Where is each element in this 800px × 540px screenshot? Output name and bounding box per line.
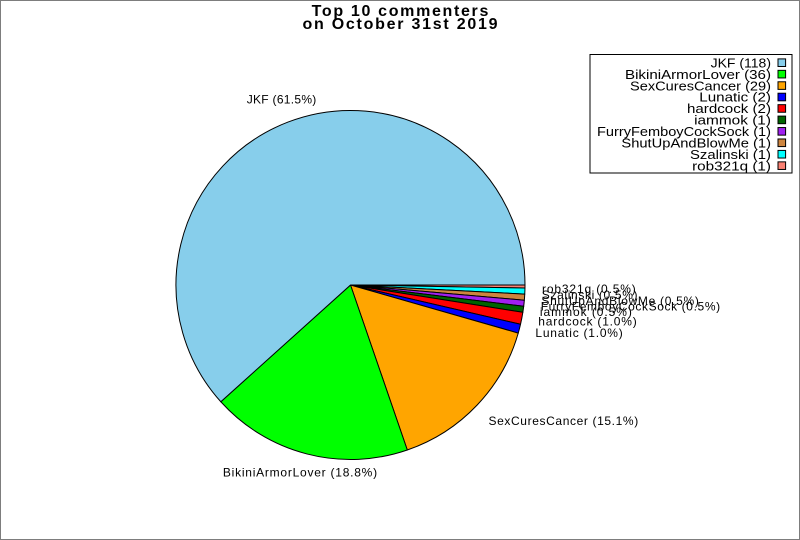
svg-text:Lunatic (2): Lunatic (2) bbox=[699, 90, 771, 105]
svg-text:Top 10 commenters: Top 10 commenters bbox=[312, 3, 489, 20]
svg-text:FurryFemboyCockSock (1): FurryFemboyCockSock (1) bbox=[597, 124, 771, 139]
svg-text:hardcock (2): hardcock (2) bbox=[687, 101, 771, 116]
svg-text:ShutUpAndBlowMe (0.5%): ShutUpAndBlowMe (0.5%) bbox=[541, 294, 699, 308]
svg-text:JKF (61.5%): JKF (61.5%) bbox=[247, 93, 317, 107]
svg-text:Szalinski (1): Szalinski (1) bbox=[690, 147, 771, 162]
svg-text:on October 31st 2019: on October 31st 2019 bbox=[302, 16, 497, 33]
svg-text:BikiniArmorLover (18.8%): BikiniArmorLover (18.8%) bbox=[223, 465, 377, 479]
svg-text:rob321q (0.5%): rob321q (0.5%) bbox=[542, 282, 636, 296]
svg-text:JKF (118): JKF (118) bbox=[711, 55, 771, 70]
svg-text:Szalinski (0.5%): Szalinski (0.5%) bbox=[542, 288, 638, 302]
svg-text:BikiniArmorLover (36): BikiniArmorLover (36) bbox=[625, 67, 771, 82]
svg-text:ShutUpAndBlowMe (1): ShutUpAndBlowMe (1) bbox=[621, 135, 771, 150]
svg-text:FurryFemboyCockSock (0.5%): FurryFemboyCockSock (0.5%) bbox=[541, 300, 720, 314]
svg-text:SexCuresCancer (15.1%): SexCuresCancer (15.1%) bbox=[489, 414, 639, 428]
svg-text:iammok (1): iammok (1) bbox=[694, 113, 771, 128]
svg-text:hardcock (1.0%): hardcock (1.0%) bbox=[538, 315, 636, 329]
svg-text:iammok (0.5%): iammok (0.5%) bbox=[540, 305, 632, 319]
svg-text:rob321q (1): rob321q (1) bbox=[692, 158, 771, 173]
svg-text:SexCuresCancer (29): SexCuresCancer (29) bbox=[630, 78, 771, 93]
svg-text:Lunatic (1.0%): Lunatic (1.0%) bbox=[535, 326, 622, 340]
